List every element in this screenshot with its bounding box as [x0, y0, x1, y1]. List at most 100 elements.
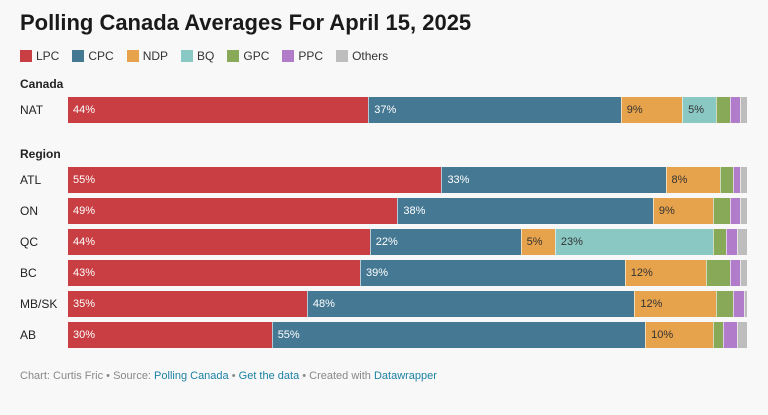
- data-label: 12%: [640, 298, 663, 310]
- bar-segment-gpc: [716, 291, 734, 317]
- stacked-bar: 44% 22% 5% 23%: [68, 229, 747, 255]
- row-label: NAT: [20, 103, 44, 117]
- bar-segment-gpc: [712, 229, 727, 255]
- bar-segment-lpc: 49%: [68, 198, 398, 224]
- bar-segment-others: [740, 260, 747, 286]
- legend-label: PPC: [298, 49, 324, 63]
- data-label: 55%: [277, 329, 300, 341]
- bar-segment-cpc: 33%: [441, 167, 666, 193]
- bar-segment-ppc: [733, 167, 741, 193]
- bar-segment-ppc: [733, 291, 744, 317]
- bar-segment-lpc: 43%: [68, 260, 360, 286]
- data-label: 9%: [658, 205, 675, 217]
- bar-segment-ndp: 9%: [620, 97, 683, 123]
- row-label: ATL: [20, 173, 42, 187]
- data-label: 22%: [375, 236, 398, 248]
- legend-item-cpc: CPC: [72, 49, 114, 63]
- bar-segment-cpc: 48%: [306, 291, 635, 317]
- bar-segment-others: [736, 322, 747, 348]
- chart-footer: Chart: Curtis Fric • Source: Polling Can…: [20, 370, 437, 382]
- bar-segment-ndp: 9%: [652, 198, 714, 224]
- legend-swatch: [181, 50, 194, 62]
- data-label: 5%: [688, 104, 705, 116]
- stacked-bar: 55% 33% 8%: [68, 167, 747, 193]
- get-data-link[interactable]: Get the data: [238, 370, 300, 382]
- legend-label: GPC: [243, 49, 270, 63]
- data-label: 38%: [403, 205, 426, 217]
- data-label: 35%: [73, 298, 96, 310]
- legend-swatch: [336, 50, 349, 62]
- bar-segment-ppc: [726, 229, 737, 255]
- legend-item-ndp: NDP: [126, 49, 169, 63]
- data-label: 10%: [651, 329, 674, 341]
- legend-label: Others: [352, 49, 389, 63]
- legend-swatch: [227, 50, 240, 62]
- bar-segment-ndp: 12%: [634, 291, 717, 317]
- group-label: Canada: [20, 77, 64, 91]
- data-label: 9%: [626, 104, 643, 116]
- legend-swatch: [282, 50, 295, 62]
- row-label: BC: [20, 266, 37, 280]
- bar-segment-bq: 5%: [682, 97, 717, 123]
- datawrapper-link[interactable]: Datawrapper: [373, 370, 437, 382]
- data-label: 44%: [73, 104, 96, 116]
- bar-segment-cpc: 39%: [359, 260, 625, 286]
- bar-segment-ndp: 5%: [520, 229, 555, 255]
- bar-segment-lpc: 35%: [68, 291, 307, 317]
- bar-segment-gpc: [719, 167, 734, 193]
- legend-item-gpc: GPC: [227, 49, 269, 63]
- data-label: 44%: [73, 236, 96, 248]
- bar-segment-gpc: [716, 97, 730, 123]
- legend-item-others: Others: [336, 49, 388, 63]
- footer-credit: Chart: Curtis Fric • Source:: [20, 370, 155, 382]
- bar-segment-others: [740, 198, 747, 224]
- source-link[interactable]: Polling Canada: [154, 370, 229, 382]
- chart-title: Polling Canada Averages For April 15, 20…: [20, 10, 472, 35]
- data-label: 23%: [560, 236, 583, 248]
- bar-segment-gpc: [713, 322, 724, 348]
- stacked-bar: 43% 39% 12%: [68, 260, 747, 286]
- legend-item-bq: BQ: [181, 49, 214, 63]
- group-label: Region: [20, 147, 61, 161]
- stacked-bar: 30% 55% 10%: [68, 322, 747, 348]
- bar-segment-others: [743, 291, 747, 317]
- bar-segment-others: [736, 229, 747, 255]
- bar-segment-lpc: 30%: [68, 322, 272, 348]
- stacked-bar: 44% 37% 9% 5%: [68, 97, 747, 123]
- bar-segment-ndp: 12%: [624, 260, 707, 286]
- data-label: 39%: [365, 267, 388, 279]
- footer-created-with: • Created with: [299, 370, 374, 382]
- bar-segment-ndp: 10%: [645, 322, 714, 348]
- bar-segment-others: [740, 167, 747, 193]
- bar-segment-cpc: 37%: [368, 97, 621, 123]
- bar-segment-gpc: [713, 198, 731, 224]
- row-label: QC: [20, 235, 38, 249]
- legend-label: LPC: [36, 49, 60, 63]
- data-label: 55%: [73, 174, 96, 186]
- data-label: 43%: [73, 267, 96, 279]
- data-label: 5%: [526, 236, 543, 248]
- stacked-bar: 35% 48% 12%: [68, 291, 747, 317]
- row-label: MB/SK: [20, 297, 58, 311]
- data-label: 48%: [312, 298, 335, 310]
- legend-swatch: [72, 50, 85, 62]
- legend-item-ppc: PPC: [282, 49, 323, 63]
- data-label: 12%: [630, 267, 653, 279]
- legend-swatch: [20, 50, 32, 62]
- bar-segment-ppc: [729, 97, 741, 123]
- legend-label: NDP: [142, 49, 169, 63]
- legend-label: BQ: [197, 49, 215, 63]
- data-label: 49%: [73, 205, 96, 217]
- stacked-bar: 49% 38% 9%: [68, 198, 747, 224]
- bar-segment-others: [740, 97, 747, 123]
- data-label: 8%: [671, 174, 688, 186]
- row-label: AB: [20, 328, 37, 342]
- row-label: ON: [20, 204, 38, 218]
- legend-swatch: [126, 50, 139, 62]
- bar-segment-ndp: 8%: [665, 167, 720, 193]
- legend-item-lpc: LPC: [20, 49, 59, 63]
- bar-segment-lpc: 55%: [68, 167, 442, 193]
- bar-segment-cpc: 38%: [397, 198, 653, 224]
- bar-segment-lpc: 44%: [68, 97, 369, 123]
- bar-segment-ppc: [729, 260, 741, 286]
